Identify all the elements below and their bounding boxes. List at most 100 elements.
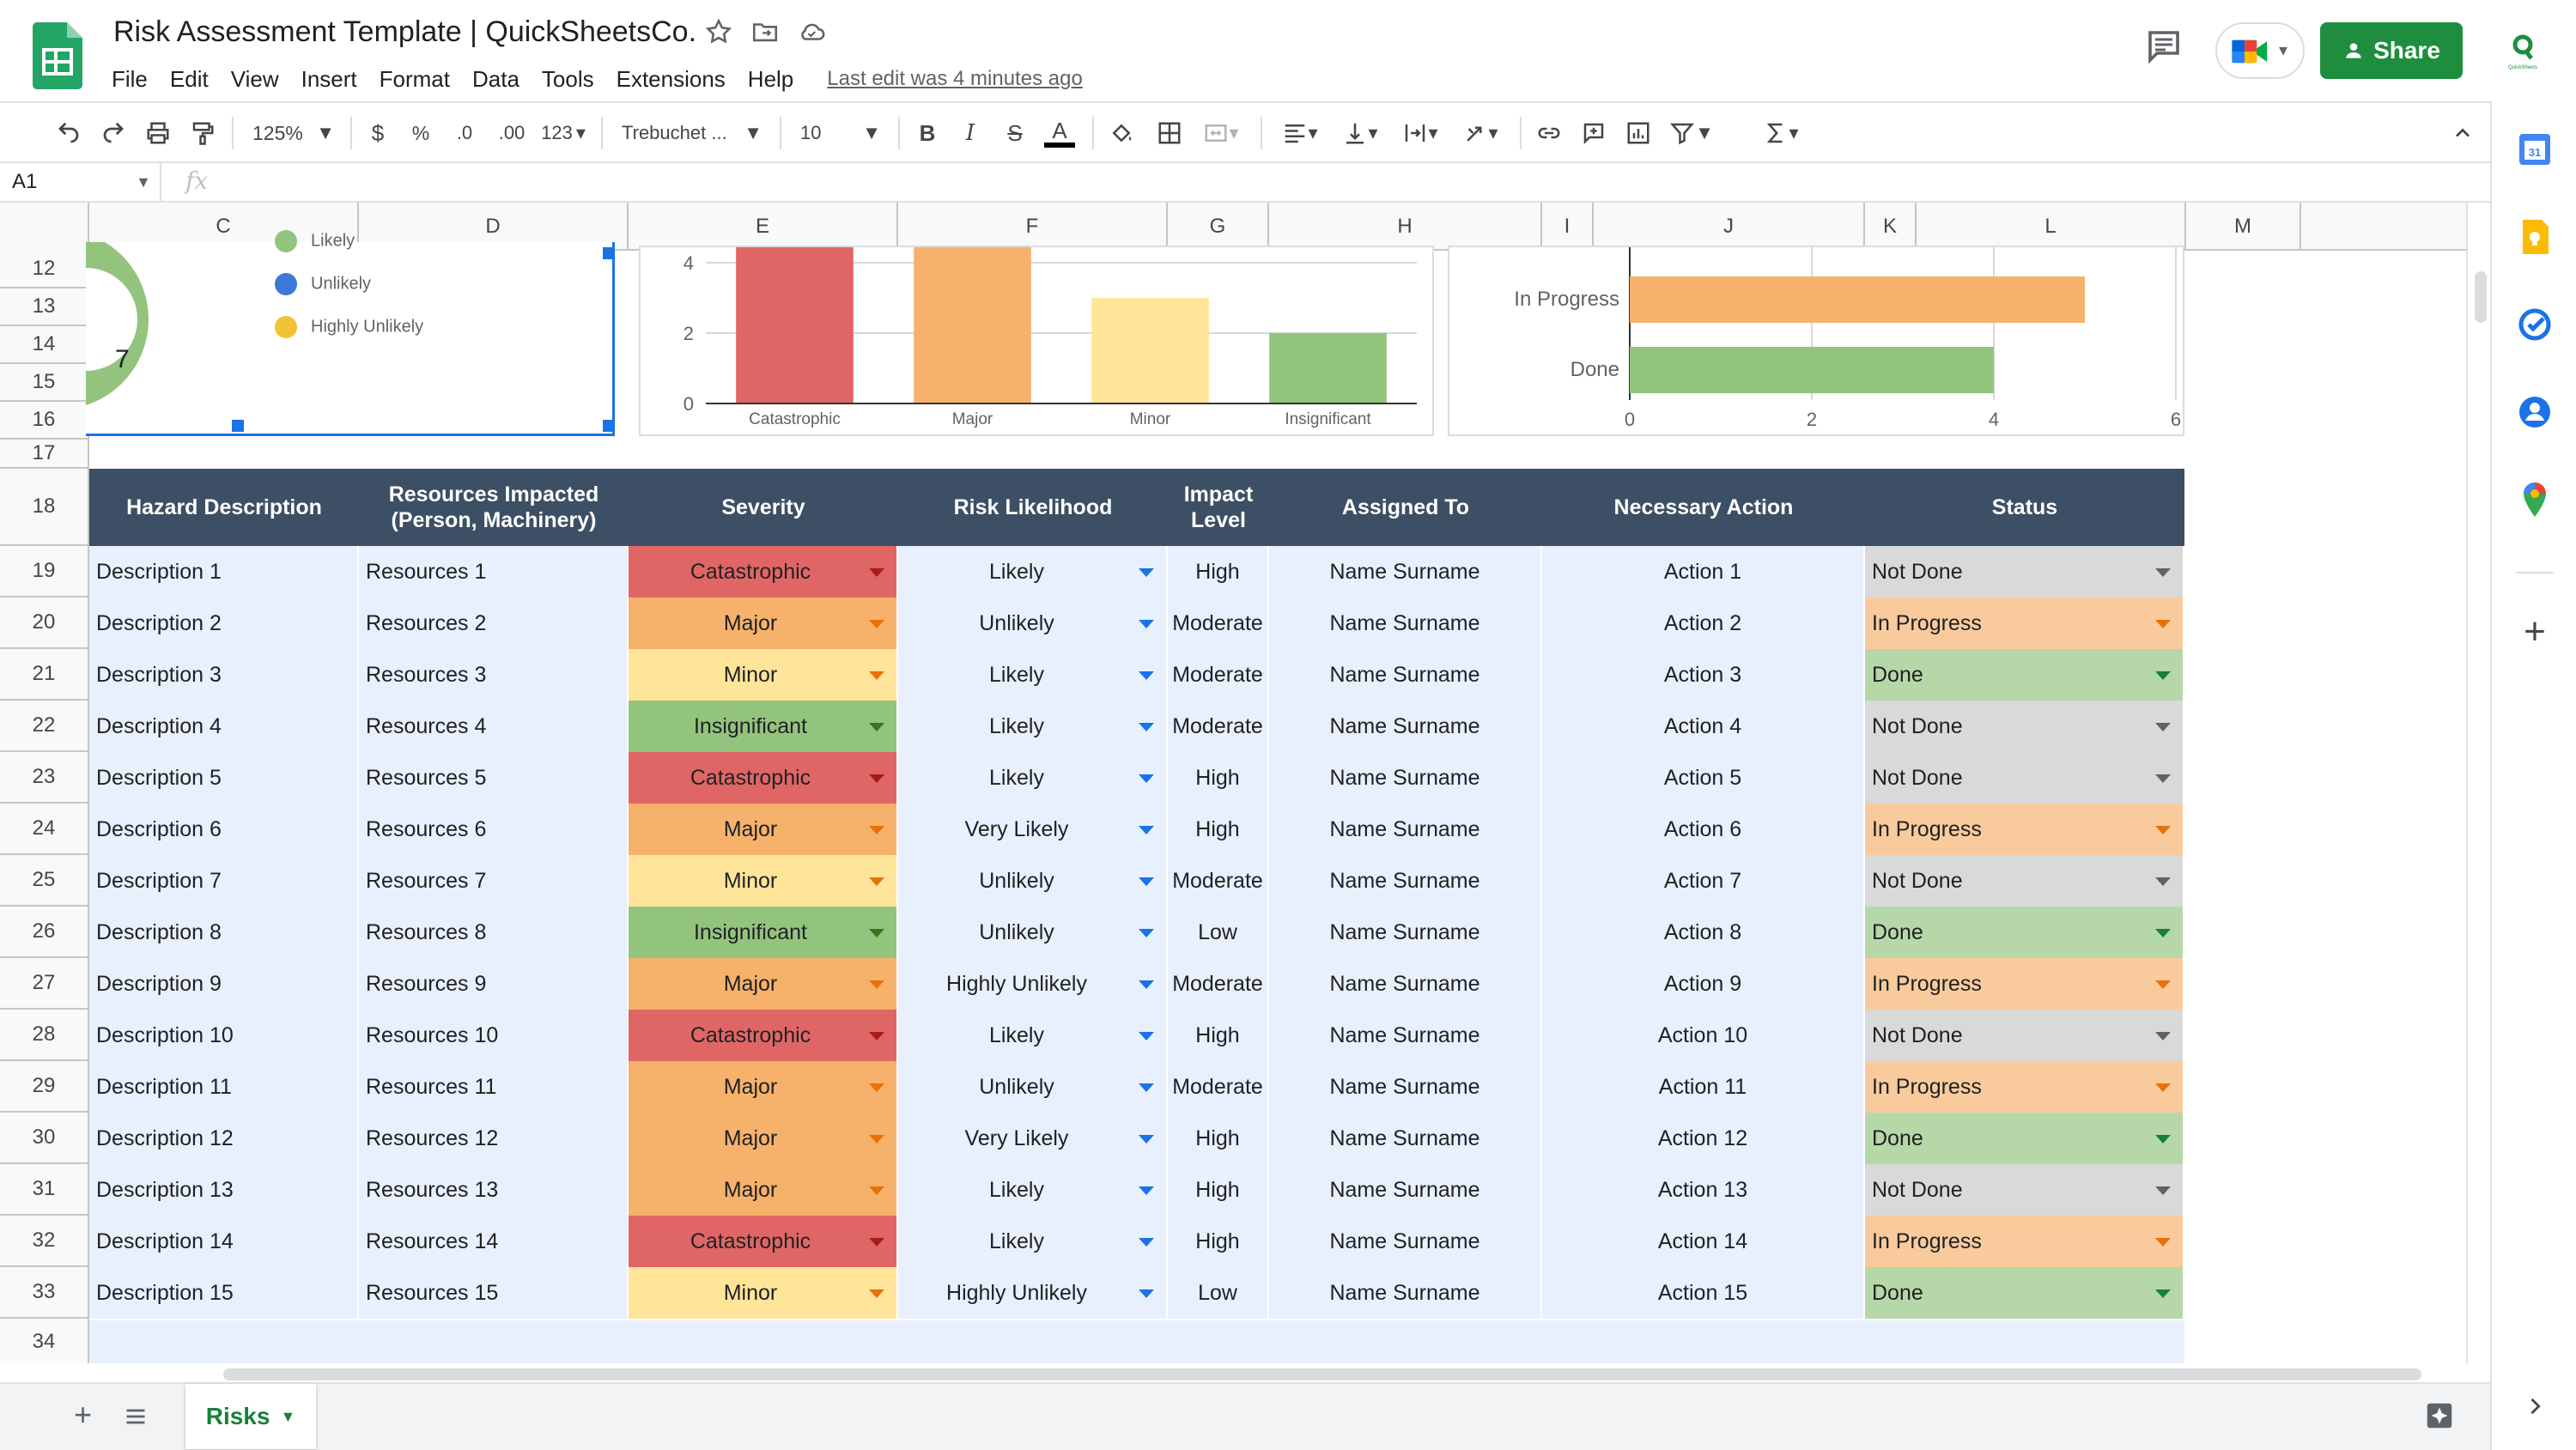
increase-decimal-button[interactable]: .00	[489, 115, 534, 151]
likelihood-dropdown[interactable]: Likely	[898, 649, 1168, 701]
likelihood-dropdown[interactable]: Likely	[898, 1164, 1168, 1216]
assigned-to-cell[interactable]: Name Surname	[1269, 752, 1542, 804]
necessary-action-cell[interactable]: Action 2	[1542, 598, 1865, 649]
calendar-icon[interactable]: 31	[2514, 129, 2555, 170]
status-dropdown[interactable]: In Progress	[1865, 804, 2184, 855]
pie-chart[interactable]: 7 Likely Unlikely Highly Unlikely	[86, 230, 615, 436]
status-dropdown[interactable]: Done	[1865, 907, 2184, 958]
row-header-33[interactable]: 33	[0, 1267, 89, 1319]
severity-dropdown[interactable]: Major	[629, 1061, 898, 1113]
status-dropdown[interactable]: Done	[1865, 1267, 2184, 1319]
impact-level-cell[interactable]: High	[1168, 546, 1269, 598]
currency-format-button[interactable]: $	[362, 115, 393, 151]
menu-extensions[interactable]: Extensions	[616, 66, 726, 92]
star-icon[interactable]	[704, 17, 733, 46]
hazard-description-cell[interactable]: Description 9	[89, 958, 359, 1010]
comments-icon[interactable]	[2143, 26, 2184, 67]
row-header-34[interactable]: 34	[0, 1319, 89, 1363]
necessary-action-cell[interactable]: Action 3	[1542, 649, 1865, 701]
menu-view[interactable]: View	[230, 66, 279, 92]
paint-format-icon[interactable]	[185, 115, 220, 151]
undo-icon[interactable]	[52, 115, 86, 151]
resources-cell[interactable]: Resources 15	[359, 1267, 629, 1319]
severity-dropdown[interactable]: Major	[629, 1113, 898, 1164]
hazard-description-cell[interactable]: Description 5	[89, 752, 359, 804]
row-header-17[interactable]: 17	[0, 440, 89, 469]
likelihood-dropdown[interactable]: Unlikely	[898, 598, 1168, 649]
resize-handle[interactable]	[603, 420, 615, 432]
vertical-align-icon[interactable]: ▾	[1334, 115, 1386, 151]
horizontal-scrollbar[interactable]	[206, 1368, 2490, 1380]
row-header-20[interactable]: 20	[0, 598, 89, 649]
explore-icon[interactable]	[2423, 1399, 2456, 1432]
necessary-action-cell[interactable]: Action 1	[1542, 546, 1865, 598]
status-dropdown[interactable]: Done	[1865, 1113, 2184, 1164]
column-header-j[interactable]: J	[1594, 203, 1865, 251]
menu-insert[interactable]: Insert	[301, 66, 357, 92]
severity-dropdown[interactable]: Catastrophic	[629, 1010, 898, 1061]
necessary-action-cell[interactable]: Action 14	[1542, 1216, 1865, 1267]
severity-dropdown[interactable]: Insignificant	[629, 907, 898, 958]
assigned-to-cell[interactable]: Name Surname	[1269, 855, 1542, 907]
all-sheets-icon[interactable]	[124, 1404, 148, 1429]
row-header-12[interactable]: 12	[0, 251, 89, 288]
column-header-m[interactable]: M	[2186, 203, 2301, 251]
resources-cell[interactable]: Resources 14	[359, 1216, 629, 1267]
row-header-18[interactable]: 18	[0, 469, 89, 546]
severity-dropdown[interactable]: Minor	[629, 855, 898, 907]
cloud-status-icon[interactable]	[797, 17, 826, 46]
row-header-21[interactable]: 21	[0, 649, 89, 701]
impact-level-cell[interactable]: Moderate	[1168, 958, 1269, 1010]
status-dropdown[interactable]: Done	[1865, 649, 2184, 701]
scroll-thumb[interactable]	[223, 1368, 2421, 1380]
severity-dropdown[interactable]: Major	[629, 958, 898, 1010]
status-dropdown[interactable]: Not Done	[1865, 752, 2184, 804]
impact-level-cell[interactable]: High	[1168, 1010, 1269, 1061]
row-header-14[interactable]: 14	[0, 326, 89, 364]
text-rotation-icon[interactable]: ▾	[1455, 115, 1506, 151]
row-header-19[interactable]: 19	[0, 546, 89, 598]
status-dropdown[interactable]: In Progress	[1865, 958, 2184, 1010]
row-header-25[interactable]: 25	[0, 855, 89, 907]
add-addon-icon[interactable]: +	[2524, 610, 2546, 652]
likelihood-dropdown[interactable]: Very Likely	[898, 804, 1168, 855]
likelihood-dropdown[interactable]: Highly Unlikely	[898, 958, 1168, 1010]
resources-cell[interactable]: Resources 4	[359, 701, 629, 752]
merge-cells-icon[interactable]: ▾	[1197, 115, 1245, 151]
font-size-select[interactable]: 10 ▼	[793, 115, 888, 151]
necessary-action-cell[interactable]: Action 12	[1542, 1113, 1865, 1164]
row-header-30[interactable]: 30	[0, 1113, 89, 1164]
column-header-i[interactable]: I	[1542, 203, 1594, 251]
impact-level-cell[interactable]: High	[1168, 1216, 1269, 1267]
meet-button[interactable]: ▾	[2215, 22, 2305, 79]
horizontal-align-icon[interactable]: ▾	[1274, 115, 1326, 151]
tasks-icon[interactable]	[2514, 304, 2555, 345]
status-dropdown[interactable]: In Progress	[1865, 1061, 2184, 1113]
assigned-to-cell[interactable]: Name Surname	[1269, 1267, 1542, 1319]
severity-dropdown[interactable]: Minor	[629, 1267, 898, 1319]
severity-dropdown[interactable]: Insignificant	[629, 701, 898, 752]
menu-tools[interactable]: Tools	[541, 66, 594, 92]
move-folder-icon[interactable]	[750, 17, 780, 46]
row-header-16[interactable]: 16	[0, 402, 89, 440]
column-header-h[interactable]: H	[1269, 203, 1542, 251]
severity-dropdown[interactable]: Catastrophic	[629, 752, 898, 804]
resources-cell[interactable]: Resources 8	[359, 907, 629, 958]
severity-dropdown[interactable]: Catastrophic	[629, 546, 898, 598]
impact-level-cell[interactable]: Moderate	[1168, 1061, 1269, 1113]
contacts-icon[interactable]	[2514, 391, 2555, 433]
resources-cell[interactable]: Resources 6	[359, 804, 629, 855]
severity-dropdown[interactable]: Minor	[629, 649, 898, 701]
severity-bar-chart[interactable]: 0 2 4 Catastrophic Major Minor Insignificant	[639, 246, 1434, 436]
severity-dropdown[interactable]: Major	[629, 598, 898, 649]
status-dropdown[interactable]: Not Done	[1865, 855, 2184, 907]
collapse-toolbar-icon[interactable]	[2447, 115, 2478, 151]
row-header-32[interactable]: 32	[0, 1216, 89, 1267]
row-header-28[interactable]: 28	[0, 1010, 89, 1061]
status-dropdown[interactable]: Not Done	[1865, 1010, 2184, 1061]
status-dropdown[interactable]: Not Done	[1865, 546, 2184, 598]
likelihood-dropdown[interactable]: Likely	[898, 701, 1168, 752]
resources-cell[interactable]: Resources 7	[359, 855, 629, 907]
column-header-e[interactable]: E	[629, 203, 898, 251]
status-dropdown[interactable]: Not Done	[1865, 1164, 2184, 1216]
